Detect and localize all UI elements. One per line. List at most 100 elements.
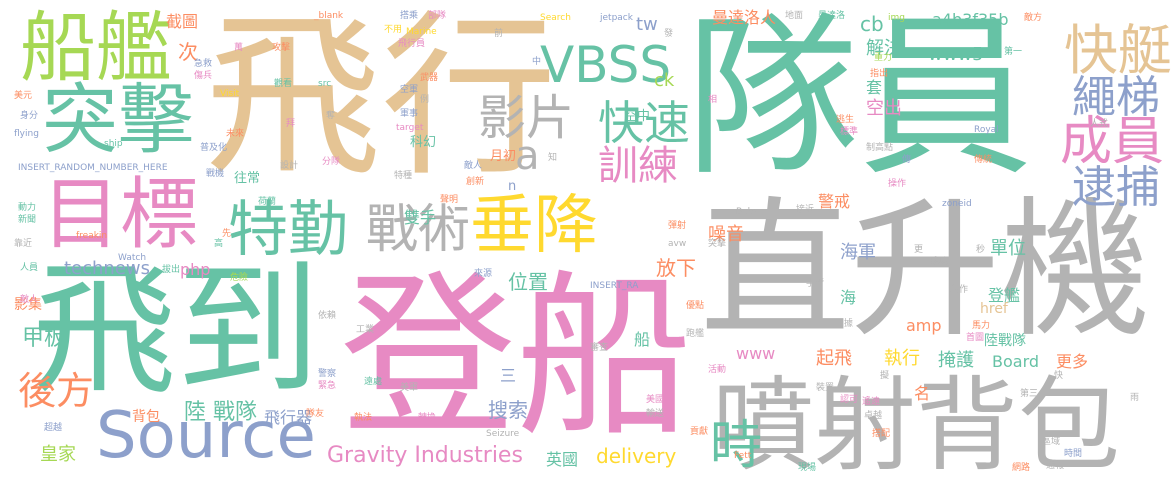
word-marine: Marine xyxy=(406,27,437,37)
word-mandaluoren: 曼達洛人 xyxy=(712,8,777,27)
word-kongchu: 空出 xyxy=(866,98,902,119)
word-hash: a4b3f35b xyxy=(932,10,1009,29)
word-kuaiting: 快艇 xyxy=(1064,19,1172,82)
word-beibao: 背包 xyxy=(132,409,160,425)
word-img: img xyxy=(888,13,905,23)
word-shenqi: 審查 xyxy=(590,343,609,353)
word-weizhi: 位置 xyxy=(508,270,548,294)
word-feixing: 飛行 xyxy=(205,0,558,200)
word-xianchang: 現場 xyxy=(798,463,817,473)
word-zhanji: 戰機 xyxy=(206,169,225,179)
word-xunlian: 訓練 xyxy=(598,143,678,189)
word-zhixing: 執行 xyxy=(884,348,920,369)
word-jingjie: 警戒 xyxy=(818,192,851,211)
word-geng: 更 xyxy=(914,245,924,255)
word-yanhu: 掩護 xyxy=(938,350,974,371)
word-yu: 雨 xyxy=(1130,393,1140,403)
word-feixingyuan: 飛行員 xyxy=(398,39,426,49)
word-huiyou: 隊友 xyxy=(306,409,325,419)
word-weilai: 未來 xyxy=(226,129,245,139)
word-src: src xyxy=(318,79,332,89)
word-shusong: 輸送 xyxy=(646,409,665,419)
word-cb: cb xyxy=(860,12,884,36)
word-shi: 時 xyxy=(710,416,763,476)
word-board: Board xyxy=(992,352,1040,371)
word-tao: 套 xyxy=(866,78,883,97)
word-miao: 秒 xyxy=(976,245,986,255)
word-youdian: 優點 xyxy=(686,301,705,311)
word-tuji-small: 突擊 xyxy=(708,239,727,249)
word-yingpian: 影片 xyxy=(478,90,575,146)
word-gongye: 工業 xyxy=(356,325,375,335)
word-sheji: 設計 xyxy=(280,161,299,171)
word-chuangxin: 創新 xyxy=(466,177,485,187)
word-chaoshi: 超越 xyxy=(44,423,63,433)
word-fangxia: 放下 xyxy=(656,256,696,280)
word-blank: _blank xyxy=(314,11,344,21)
word-diren2: 敵人 xyxy=(20,295,39,305)
word-vbss: VBSS xyxy=(540,36,672,94)
word-chenggong: 成功 xyxy=(930,257,949,267)
word-paojian: 跑艦 xyxy=(686,329,705,339)
word-gongxian: 貢獻 xyxy=(690,427,709,437)
word-technews: technews xyxy=(64,258,151,279)
word-search: Search xyxy=(540,13,571,23)
word-shoubei: 手臂 xyxy=(806,279,825,289)
word-bai: 拜 xyxy=(286,119,296,129)
word-zhichu: 指出 xyxy=(870,69,889,79)
word-royal: Royal xyxy=(974,125,999,135)
word-huangjia: 皇家 xyxy=(40,444,76,465)
word-dengjian: 登艦 xyxy=(988,286,1021,305)
word-bachu: 拔出 xyxy=(162,265,181,275)
word-freakin: freakin xyxy=(76,231,108,241)
word-seizure: Seizure xyxy=(486,429,520,439)
word-duo: 奪 xyxy=(326,111,336,121)
word-chengyuan: 成員 xyxy=(1060,112,1165,172)
word-ship: ship xyxy=(104,139,123,149)
word-zhuoyue: 卓越 xyxy=(864,411,883,421)
word-shouye: 首圖 xyxy=(966,333,985,343)
word-wan: 萬 xyxy=(234,43,244,53)
word-wangchang: 往常 xyxy=(234,171,261,186)
word-meiguo2: 美國 xyxy=(646,395,665,405)
word-difang: 敵方 xyxy=(1024,13,1043,23)
word-chuantong: 傳統 xyxy=(974,155,993,165)
word-quyu: 區域 xyxy=(1042,437,1061,447)
word-shuangshou: 雙手 xyxy=(404,208,437,227)
word-tongbao: 通報 xyxy=(1046,461,1065,471)
word-fa: 發 xyxy=(664,29,674,39)
word-puji: 普及化 xyxy=(200,143,228,153)
word-jiejin: 接近 xyxy=(796,205,815,215)
word-shenfen: 身分 xyxy=(20,111,39,121)
word-zhong: 中 xyxy=(532,57,542,67)
word-jetpack: jetpack xyxy=(600,13,633,23)
word-href: href xyxy=(980,301,1008,317)
word-gengduo: 更多 xyxy=(1056,352,1089,371)
word-qifei: 起飛 xyxy=(816,348,852,369)
word-yuancheng: 遠處 xyxy=(364,377,383,387)
word-zhixie: 執法 xyxy=(354,413,373,423)
word-shangyuan: 傷兵 xyxy=(194,71,213,81)
word-jingcha: 警察 xyxy=(318,369,337,379)
word-insert-short: INSERT_RA xyxy=(590,281,639,291)
word-yuechu: 月初 xyxy=(490,149,517,164)
word-boba: Boba xyxy=(736,207,759,217)
word-chuan-small: 船 xyxy=(634,330,651,349)
word-luzhandui-big: 陸 戰隊 xyxy=(184,400,257,425)
word-insert-long: INSERT_RANDOM_NUMBER_HERE xyxy=(18,163,168,173)
word-zaoyin: 噪音 xyxy=(708,224,744,245)
word-dapei: 搭配 xyxy=(872,429,891,439)
word-visit: Visit xyxy=(220,89,240,99)
word-duiyuan: 隊員 xyxy=(685,0,1034,200)
word-gravity: Gravity Industries xyxy=(327,443,523,468)
word-feidao: 飛到 xyxy=(32,246,321,414)
word-mubiao: 目標 xyxy=(42,170,199,260)
word-avw: avw xyxy=(668,239,687,249)
word-gongji: 攻擊 xyxy=(272,43,291,53)
word-taosheng: 逃生 xyxy=(836,115,855,125)
word-a: a xyxy=(515,133,540,179)
word-renshi: 人式 xyxy=(1090,119,1109,129)
word-ma: 馬力 xyxy=(972,321,991,331)
word-helan: 荷蘭 xyxy=(258,197,277,207)
